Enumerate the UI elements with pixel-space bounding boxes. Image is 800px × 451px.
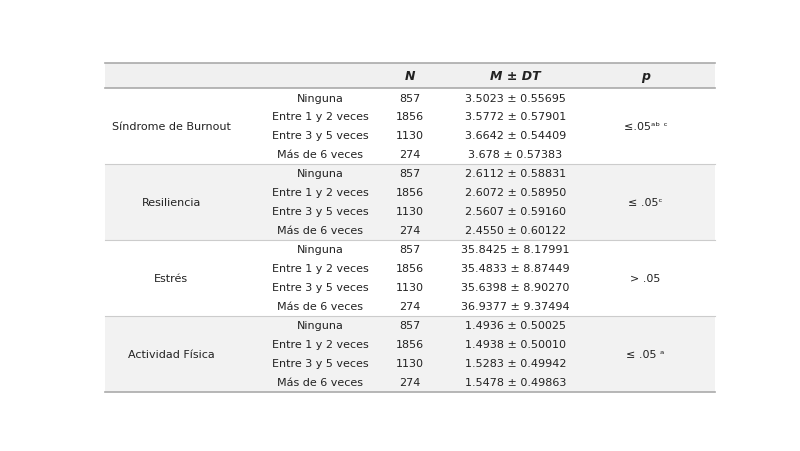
Text: 2.4550 ± 0.60122: 2.4550 ± 0.60122 [465, 226, 566, 236]
Text: 36.9377 ± 9.37494: 36.9377 ± 9.37494 [461, 302, 570, 312]
Text: Entre 3 y 5 veces: Entre 3 y 5 veces [272, 207, 369, 217]
Text: Más de 6 veces: Más de 6 veces [277, 377, 363, 387]
Text: Estrés: Estrés [154, 273, 188, 283]
Text: p: p [641, 70, 650, 83]
Text: 274: 274 [399, 226, 421, 236]
Bar [105, 316, 715, 391]
Text: 857: 857 [399, 93, 421, 103]
Text: Entre 3 y 5 veces: Entre 3 y 5 veces [272, 283, 369, 293]
Text: 274: 274 [399, 377, 421, 387]
Text: 1.4938 ± 0.50010: 1.4938 ± 0.50010 [465, 339, 566, 350]
Text: Entre 1 y 2 veces: Entre 1 y 2 veces [272, 112, 369, 122]
Text: Resiliencia: Resiliencia [142, 198, 201, 207]
Text: 1130: 1130 [396, 283, 424, 293]
Text: 1856: 1856 [396, 339, 424, 350]
Text: ≤.05ᵃᵇ ᶜ: ≤.05ᵃᵇ ᶜ [624, 122, 667, 132]
Text: 1856: 1856 [396, 188, 424, 198]
Text: 857: 857 [399, 245, 421, 255]
Text: 857: 857 [399, 169, 421, 179]
Text: 1130: 1130 [396, 358, 424, 368]
Text: 1856: 1856 [396, 264, 424, 274]
Text: 1856: 1856 [396, 112, 424, 122]
Text: Entre 3 y 5 veces: Entre 3 y 5 veces [272, 131, 369, 141]
Text: ≤ .05ᶜ: ≤ .05ᶜ [628, 198, 663, 207]
Text: 3.5772 ± 0.57901: 3.5772 ± 0.57901 [465, 112, 566, 122]
Text: Entre 1 y 2 veces: Entre 1 y 2 veces [272, 264, 369, 274]
Text: Entre 1 y 2 veces: Entre 1 y 2 veces [272, 188, 369, 198]
Text: Ninguna: Ninguna [297, 169, 343, 179]
Bar [105, 89, 715, 165]
Text: 274: 274 [399, 150, 421, 160]
Text: Entre 1 y 2 veces: Entre 1 y 2 veces [272, 339, 369, 350]
Text: Más de 6 veces: Más de 6 veces [277, 150, 363, 160]
Text: > .05: > .05 [630, 273, 661, 283]
Bar [105, 64, 715, 89]
Bar [105, 240, 715, 316]
Text: Ninguna: Ninguna [297, 245, 343, 255]
Text: 1130: 1130 [396, 131, 424, 141]
Text: N: N [405, 70, 415, 83]
Text: 1.5478 ± 0.49863: 1.5478 ± 0.49863 [465, 377, 566, 387]
Text: Más de 6 veces: Más de 6 veces [277, 226, 363, 236]
Text: 2.5607 ± 0.59160: 2.5607 ± 0.59160 [465, 207, 566, 217]
Text: Actividad Física: Actividad Física [128, 349, 214, 359]
Text: 1.4936 ± 0.50025: 1.4936 ± 0.50025 [465, 321, 566, 331]
Text: Ninguna: Ninguna [297, 321, 343, 331]
Text: Entre 3 y 5 veces: Entre 3 y 5 veces [272, 358, 369, 368]
Bar [105, 165, 715, 240]
Text: M ± DT: M ± DT [490, 70, 541, 83]
Text: 2.6072 ± 0.58950: 2.6072 ± 0.58950 [465, 188, 566, 198]
Text: 35.4833 ± 8.87449: 35.4833 ± 8.87449 [461, 264, 570, 274]
Text: ≤ .05 ᵃ: ≤ .05 ᵃ [626, 349, 665, 359]
Text: Síndrome de Burnout: Síndrome de Burnout [112, 122, 230, 132]
Text: 3.678 ± 0.57383: 3.678 ± 0.57383 [468, 150, 562, 160]
Text: Más de 6 veces: Más de 6 veces [277, 302, 363, 312]
Text: Ninguna: Ninguna [297, 93, 343, 103]
Text: 1.5283 ± 0.49942: 1.5283 ± 0.49942 [465, 358, 566, 368]
Text: 35.6398 ± 8.90270: 35.6398 ± 8.90270 [462, 283, 570, 293]
Text: 2.6112 ± 0.58831: 2.6112 ± 0.58831 [465, 169, 566, 179]
Text: 857: 857 [399, 321, 421, 331]
Text: 274: 274 [399, 302, 421, 312]
Text: 3.6642 ± 0.54409: 3.6642 ± 0.54409 [465, 131, 566, 141]
Text: 35.8425 ± 8.17991: 35.8425 ± 8.17991 [461, 245, 570, 255]
Text: 3.5023 ± 0.55695: 3.5023 ± 0.55695 [465, 93, 566, 103]
Text: 1130: 1130 [396, 207, 424, 217]
